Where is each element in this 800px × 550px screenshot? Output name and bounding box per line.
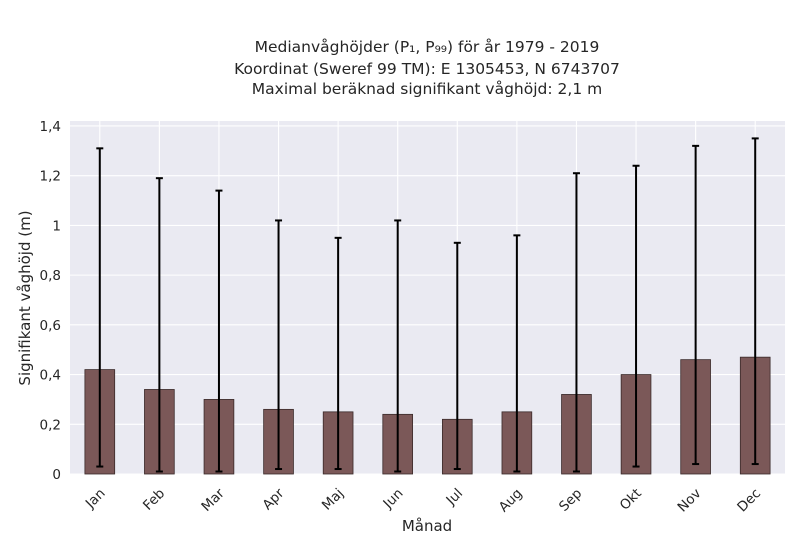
- error-bar-sep: [572, 172, 580, 473]
- error-bar-feb: [155, 177, 163, 473]
- y-tick-label: 0,8: [40, 268, 61, 284]
- plot-area: [70, 121, 785, 474]
- x-tick-label: Sep: [556, 486, 585, 515]
- error-bar-apr: [275, 219, 283, 471]
- chart-title: Medianvåghöjder (P₁, P₉₉) för år 1979 - …: [234, 38, 620, 98]
- title-line-3: Maximal beräknad signifikant våghöjd: 2,…: [252, 80, 602, 98]
- x-axis-label: Månad: [402, 517, 452, 535]
- x-tick-label: Jun: [380, 486, 407, 513]
- error-bar-nov: [692, 144, 700, 466]
- error-bar-okt: [632, 164, 640, 468]
- x-tick-label: Nov: [675, 486, 705, 516]
- error-bars: [96, 137, 759, 473]
- error-bar-jan: [96, 147, 104, 468]
- y-tick-label: 0,6: [40, 318, 61, 334]
- error-bar-jun: [394, 219, 402, 473]
- x-tick-label: Aug: [496, 486, 526, 516]
- error-bar-dec: [751, 137, 759, 466]
- x-tick-label: Maj: [319, 486, 347, 514]
- y-tick-label: 1: [52, 218, 61, 234]
- error-bar-maj: [334, 236, 342, 471]
- y-tick-label: 0: [52, 467, 61, 483]
- y-tick-label: 0,2: [40, 417, 61, 433]
- x-tick-label: Apr: [260, 485, 288, 513]
- x-tick-label: Feb: [140, 486, 168, 514]
- title-line-2: Koordinat (Sweref 99 TM): E 1305453, N 6…: [234, 60, 620, 78]
- error-bar-aug: [513, 234, 521, 473]
- y-axis-ticks: 0 0,2 0,4 0,6 0,8 1 1,2 1,4: [40, 119, 61, 483]
- y-axis-label: Signifikant våghöjd (m): [16, 210, 34, 385]
- title-line-1: Medianvåghöjder (P₁, P₉₉) för år 1979 - …: [255, 38, 600, 56]
- x-tick-label: Dec: [734, 486, 764, 516]
- x-tick-label: Jan: [82, 486, 109, 513]
- error-bar-mar: [215, 189, 223, 473]
- x-tick-label: Jul: [443, 486, 467, 510]
- y-tick-label: 1,4: [40, 119, 61, 135]
- x-axis-ticks: Jan Feb Mar Apr Maj Jun Jul Aug Sep Okt Nov Dec: [82, 485, 764, 515]
- x-tick-label: Okt: [617, 486, 645, 514]
- y-tick-label: 0,4: [40, 368, 61, 384]
- x-tick-label: Mar: [198, 485, 228, 515]
- error-bar-jul: [453, 241, 461, 471]
- y-tick-label: 1,2: [40, 169, 61, 185]
